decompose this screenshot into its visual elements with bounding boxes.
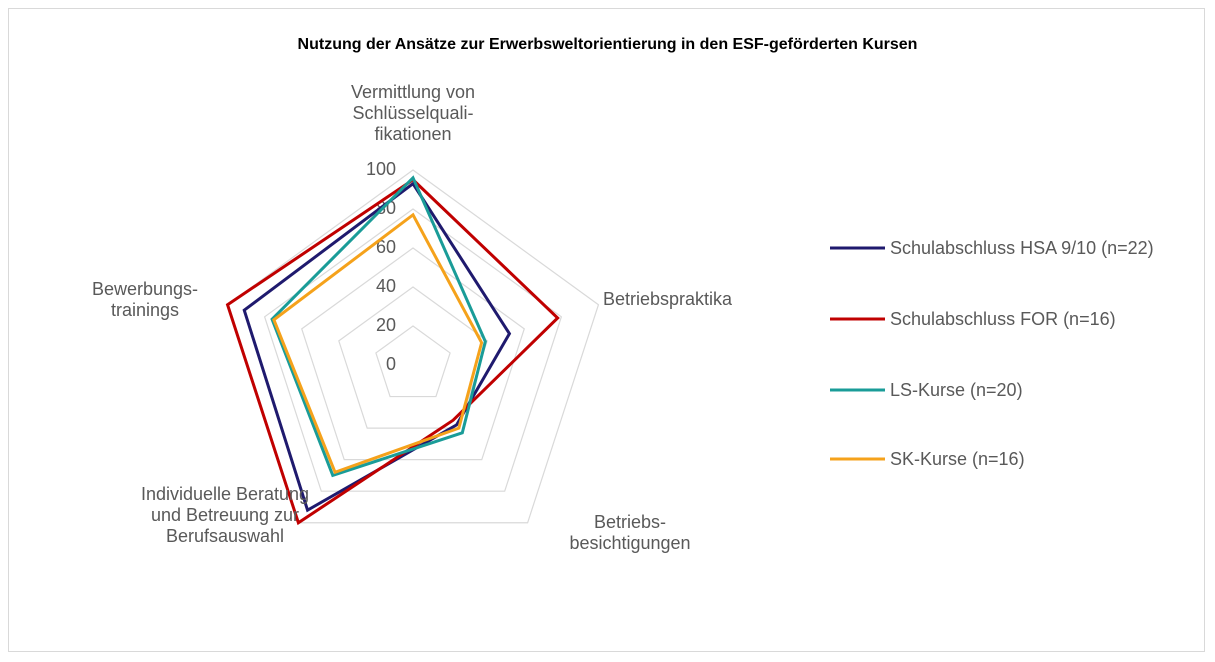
r-tick-label: 0	[386, 354, 396, 374]
category-label: Individuelle Beratung und Betreuung zur …	[140, 484, 310, 546]
legend-label: Schulabschluss FOR (n=16)	[890, 309, 1116, 329]
category-label: Bewerbungs-trainings	[91, 279, 199, 320]
r-tick-label: 40	[376, 276, 396, 296]
legend-label: SK-Kurse (n=16)	[890, 449, 1025, 469]
series-line	[225, 177, 560, 526]
grid-ring	[301, 247, 525, 461]
series-line	[270, 175, 487, 478]
series-line	[272, 212, 484, 475]
grid-ring	[375, 325, 451, 398]
r-tick-label: 60	[376, 237, 396, 257]
r-tick-label: 100	[366, 159, 396, 179]
legend-label: LS-Kurse (n=20)	[890, 380, 1023, 400]
chart-title: Nutzung der Ansätze zur Erwerbsweltorien…	[297, 36, 918, 53]
category-label: Betriebspraktika	[603, 289, 733, 309]
category-label: Betriebs-besichtigungen	[569, 512, 691, 553]
chart-frame	[8, 8, 1205, 652]
legend-label: Schulabschluss HSA 9/10 (n=22)	[890, 238, 1154, 258]
category-label: Vermittlung von Schlüsselquali-fikatione…	[350, 82, 476, 144]
r-tick-label: 20	[376, 315, 396, 335]
